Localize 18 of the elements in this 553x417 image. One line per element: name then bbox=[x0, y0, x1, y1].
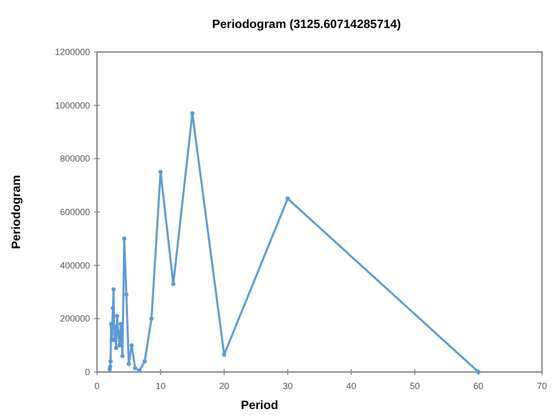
y-tick-label: 1200000 bbox=[54, 47, 90, 57]
x-axis-title: Period bbox=[240, 398, 278, 412]
chart-title: Periodogram (3125.60714285714) bbox=[212, 17, 401, 31]
x-tick-label: 40 bbox=[346, 381, 356, 391]
y-tick-label: 1000000 bbox=[54, 100, 90, 110]
y-tick-label: 400000 bbox=[60, 260, 90, 270]
y-tick-label: 600000 bbox=[60, 207, 90, 217]
y-axis-title: Periodogram bbox=[9, 174, 23, 250]
x-tick-label: 0 bbox=[94, 381, 100, 391]
y-tick-label: 200000 bbox=[60, 314, 90, 324]
x-tick-label: 10 bbox=[156, 381, 166, 391]
y-tick-label: 800000 bbox=[60, 154, 90, 164]
x-tick-label: 30 bbox=[282, 381, 293, 391]
x-tick-label: 60 bbox=[473, 381, 484, 391]
x-tick-label: 50 bbox=[410, 381, 420, 391]
x-tick-label: 70 bbox=[536, 381, 548, 391]
x-tick-label: 20 bbox=[219, 381, 230, 391]
y-tick-label: 0 bbox=[84, 367, 90, 377]
